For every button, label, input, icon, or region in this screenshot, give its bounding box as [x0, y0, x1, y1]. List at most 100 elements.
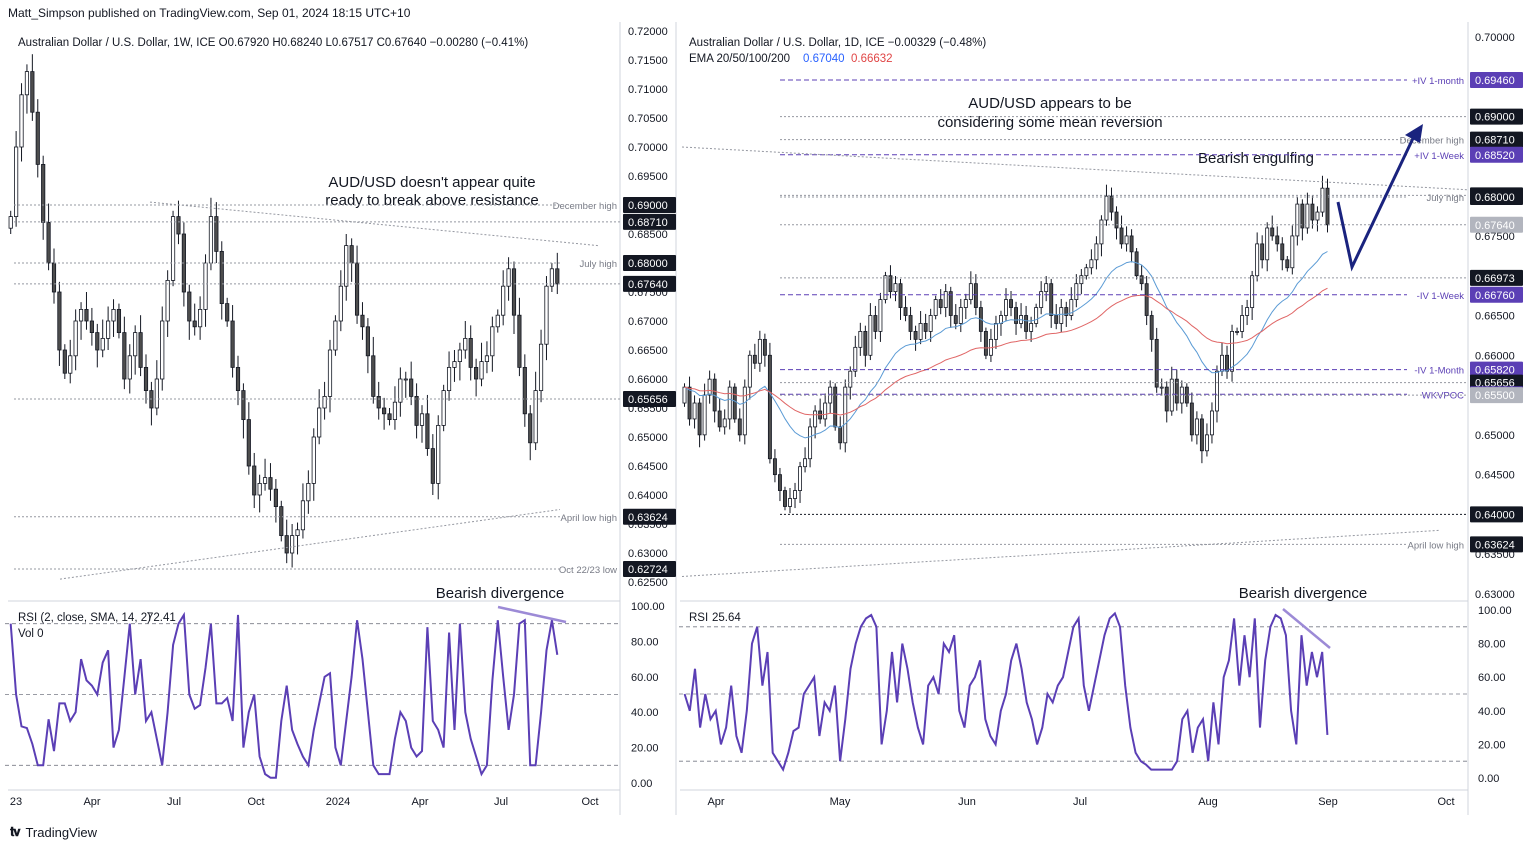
left-candle-body: [387, 413, 392, 420]
left-candle-body: [436, 424, 441, 484]
left-candle-body: [19, 94, 24, 148]
left-vol-legend: Vol 0: [18, 628, 44, 640]
left-price-label-box: [623, 197, 676, 213]
right-candle-body: [823, 402, 828, 420]
right-candle-body: [1039, 291, 1044, 308]
right-price-tick: 0.65000: [1475, 430, 1515, 442]
right-candle-body: [1275, 235, 1280, 245]
left-rsi-tick: 40.00: [631, 707, 659, 719]
right-candle-body: [687, 386, 692, 420]
right-candle-body: [808, 426, 813, 460]
right-price-tick: 0.64500: [1475, 470, 1515, 482]
left-candle-body: [441, 390, 446, 426]
left-candle-body: [317, 407, 322, 438]
right-price-label-value: 0.66973: [1475, 273, 1515, 285]
left-candle-body: [306, 482, 311, 502]
right-candle-body: [722, 418, 727, 428]
right-time-label: Jul: [1073, 796, 1087, 808]
right-candle-body: [1230, 331, 1235, 372]
right-price-label-value: 0.66760: [1475, 290, 1515, 302]
left-candle-body: [490, 326, 495, 357]
left-candle-body: [533, 390, 538, 444]
left-time-label: Jul: [494, 796, 508, 808]
right-candle-body: [953, 315, 958, 324]
right-candle-body: [1044, 283, 1049, 293]
left-price-label-box: [623, 508, 676, 525]
right-candle-body: [1285, 259, 1290, 269]
left-candle-body: [425, 413, 430, 449]
right-candle-body: [833, 386, 838, 428]
left-candle-body: [230, 320, 235, 368]
left-candle-body: [522, 366, 527, 415]
left-price-label-text: July high: [580, 259, 618, 270]
right-candle-body: [1129, 235, 1134, 253]
publisher-line: Matt_Simpson published on TradingView.co…: [8, 6, 411, 20]
left-candle-body: [349, 245, 354, 264]
right-price-label-box: [1470, 387, 1523, 404]
left-rsi-line: [9, 611, 559, 779]
right-candle-body: [1054, 315, 1059, 324]
left-time-label: 2024: [326, 796, 350, 808]
right-candle-body: [762, 338, 767, 356]
left-candle-body: [327, 349, 333, 397]
right-price-label-value: 0.68000: [1475, 192, 1515, 204]
left-candle-body: [360, 314, 365, 328]
right-candle-body: [737, 418, 742, 436]
right-price-label-text: -IV 1-Week: [1417, 291, 1465, 302]
projection-arrowhead-icon: [1405, 124, 1423, 143]
right-candle-body: [938, 299, 943, 308]
right-candle-body: [913, 331, 918, 340]
left-candle-body: [344, 245, 349, 287]
right-candle-body: [793, 490, 797, 499]
right-candle-body: [727, 386, 732, 420]
right-candle-body: [1149, 315, 1154, 340]
left-candle-body: [138, 332, 143, 368]
left-candle-body: [322, 395, 327, 409]
right-candle-body: [1225, 354, 1229, 372]
left-rsi-tick: 80.00: [631, 636, 659, 648]
right-candle-body: [928, 315, 933, 332]
right-candle-body: [923, 323, 928, 332]
right-candle-body: [883, 275, 888, 300]
right-candle-body: [1280, 243, 1285, 261]
tradingview-logo-icon: 𝐭𝐯: [10, 824, 21, 839]
left-price-tick: 0.67000: [628, 316, 668, 328]
left-candle-body: [549, 268, 554, 287]
left-candle-body: [127, 355, 132, 380]
left-candle-body: [403, 378, 408, 381]
left-candle-body: [24, 71, 30, 96]
left-candle-body: [409, 378, 414, 397]
left-candle-body: [160, 320, 165, 380]
right-candle-body: [1240, 315, 1245, 332]
right-candle-body: [767, 354, 772, 460]
right-ema-legend: EMA 20/50/100/200: [689, 53, 790, 65]
right-candle-body: [838, 426, 843, 444]
left-candle-body: [290, 535, 295, 554]
right-price-label-box: [1470, 146, 1523, 163]
right-candle-body: [803, 458, 808, 468]
right-candle-body: [1164, 386, 1169, 412]
right-candle-body: [1124, 235, 1129, 245]
right-price-label-value: 0.69460: [1475, 75, 1515, 87]
right-divergence-line: [1282, 608, 1331, 649]
right-candle-body: [1139, 275, 1144, 285]
right-candle-body: [1194, 418, 1199, 436]
left-candle-body: [246, 419, 251, 467]
left-candle-body: [506, 268, 511, 287]
right-candle-body: [752, 354, 757, 364]
right-price-tick: 0.67500: [1475, 231, 1515, 243]
right-time-label: Jun: [958, 796, 976, 808]
left-candle-body: [73, 320, 78, 357]
right-candle-body: [893, 283, 898, 293]
left-price-tick: 0.62500: [628, 577, 668, 589]
right-price-label-box: [1470, 71, 1523, 88]
right-candle-body: [1034, 307, 1039, 324]
left-candle-body: [192, 320, 197, 328]
left-price-label-value: 0.62724: [628, 564, 668, 576]
right-candle-body: [1295, 203, 1300, 237]
left-candle-body: [208, 216, 214, 264]
left-candle-body: [35, 111, 40, 165]
right-rsi-value: 25.64: [712, 612, 741, 624]
right-ema20-line: [684, 251, 1328, 439]
